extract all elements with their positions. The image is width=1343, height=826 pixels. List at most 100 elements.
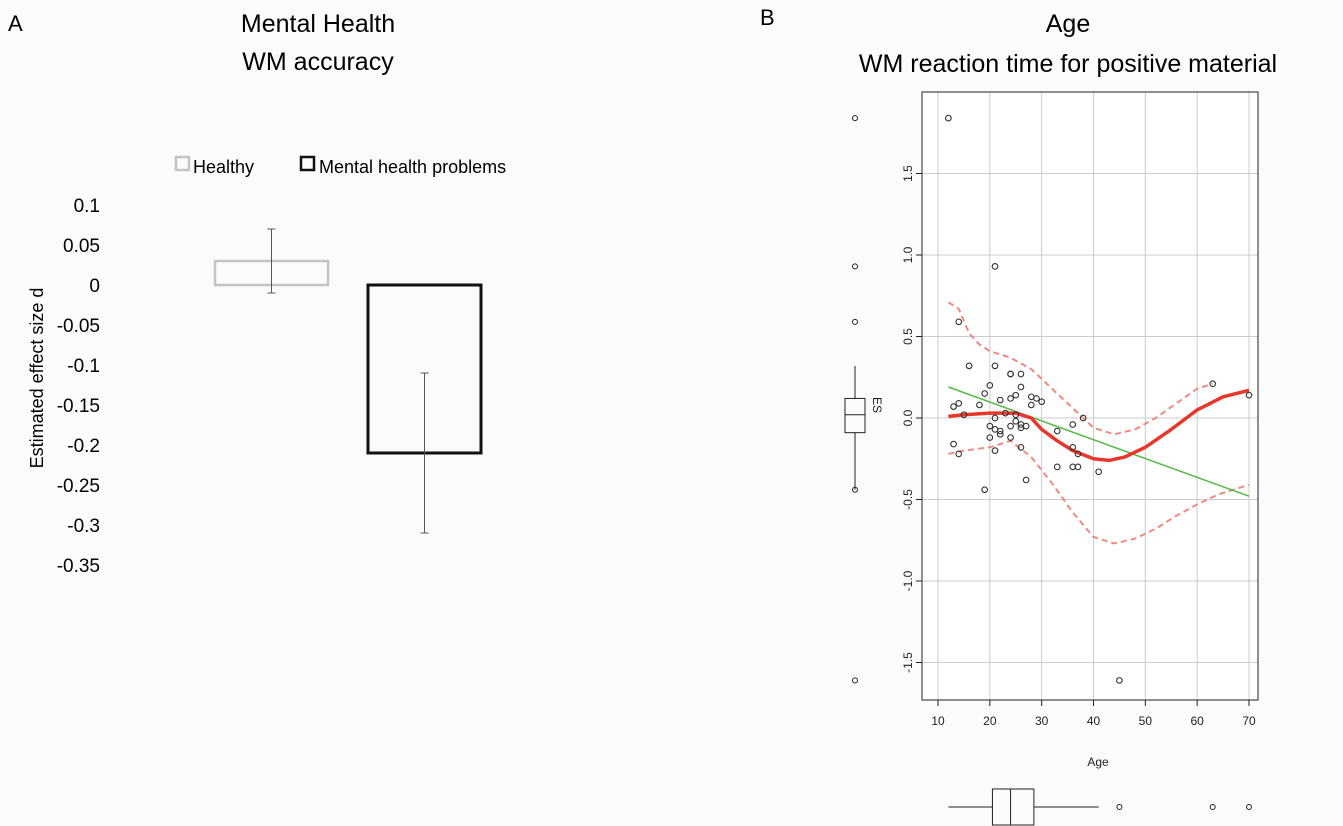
y-tick-label: -0.05 — [57, 316, 100, 337]
y-tick-label: -1.0 — [901, 570, 915, 591]
data-point — [1069, 443, 1077, 451]
data-point — [1002, 409, 1009, 417]
data-point — [1007, 422, 1014, 430]
data-point — [1116, 677, 1123, 684]
y-tick-label: 0.05 — [63, 236, 100, 257]
data-point — [1017, 383, 1025, 391]
data-point — [996, 430, 1004, 438]
data-point — [1027, 401, 1035, 409]
data-point — [1022, 476, 1030, 484]
data-point — [1053, 427, 1061, 435]
y-tick-label: -0.3 — [67, 516, 100, 537]
data-point — [996, 396, 1004, 404]
x-tick-label: 70 — [1242, 714, 1256, 728]
x-tick-label: 40 — [1087, 714, 1101, 728]
chart-b-xlabel: Age — [1087, 755, 1109, 769]
data-point — [991, 362, 999, 370]
data-point — [1007, 395, 1014, 402]
data-point — [976, 401, 983, 409]
data-point — [1012, 417, 1020, 425]
data-point — [1074, 450, 1082, 458]
boxplot-x-outlier — [1209, 804, 1216, 810]
data-point — [1033, 395, 1040, 402]
x-tick-label: 10 — [931, 714, 945, 728]
data-point — [1017, 370, 1025, 378]
data-point — [1038, 398, 1046, 406]
y-tick-label: -0.25 — [57, 476, 100, 497]
chart-a-title-line2: WM accuracy — [242, 48, 394, 76]
data-point — [991, 447, 999, 454]
boxplot-y-outlier — [852, 318, 858, 325]
x-tick-label: 30 — [1035, 714, 1049, 728]
data-point — [950, 403, 957, 410]
chart-b-plot: -1.5 -1.0 -0.5 0.0 0.5 1.0 1.5 10 20 30 40 50 60 70 — [844, 91, 1259, 826]
data-point — [955, 450, 963, 458]
data-point — [1069, 421, 1077, 428]
chart-a-plot: 0.1 0.05 0 -0.05 -0.1 -0.15 -0.2 -0.25 -0.3 -0.35 — [57, 196, 483, 577]
boxplot-x-box — [991, 788, 1035, 826]
data-point — [960, 411, 968, 419]
y-tick-label: -0.2 — [67, 436, 100, 457]
legend-label-mental: Mental health problems — [319, 157, 506, 177]
y-tick-label: 0 — [89, 276, 100, 297]
boxplot-y-box — [844, 397, 866, 434]
data-point — [1053, 463, 1061, 471]
panel-b-label: B — [760, 5, 775, 30]
chart-a-legend: Healthy Mental health problems — [174, 155, 506, 177]
data-point — [1095, 468, 1103, 476]
chart-a-ylabel: Estimated effect size d — [27, 288, 47, 469]
data-point — [955, 318, 963, 326]
confidence-band-upper — [947, 301, 1214, 436]
x-tick-label: 20 — [983, 714, 997, 728]
data-point — [991, 263, 999, 270]
boxplot-y-outlier — [852, 486, 858, 493]
data-point — [986, 382, 994, 389]
confidence-band-lower — [948, 439, 1250, 545]
data-point — [991, 414, 999, 422]
chart-a-title-line1: Mental Health — [241, 10, 395, 38]
data-point — [955, 399, 963, 407]
data-point — [986, 434, 994, 441]
y-tick-label: 1.0 — [901, 246, 915, 263]
boxplot-x-outlier — [1116, 804, 1123, 810]
y-tick-label: 0.5 — [901, 328, 915, 345]
data-point — [996, 427, 1004, 435]
data-point — [1245, 391, 1253, 399]
y-tick-label: -0.1 — [67, 356, 100, 377]
chart-b-title-line2: WM reaction time for positive material — [859, 50, 1277, 78]
linear-fit-line — [948, 386, 1250, 497]
data-point — [981, 486, 989, 494]
data-point — [1022, 422, 1030, 430]
y-tick-label: -0.15 — [57, 396, 100, 417]
y-tick-label: -0.35 — [57, 556, 100, 577]
legend-swatch-healthy — [174, 155, 191, 172]
y-tick-label: 0.0 — [901, 409, 915, 426]
boxplot-y-outlier — [852, 263, 858, 270]
data-point — [1079, 414, 1087, 422]
data-point — [1007, 370, 1014, 378]
boxplot-y-outlier — [852, 115, 858, 122]
y-tick-label: 0.1 — [74, 196, 100, 217]
x-tick-label: 50 — [1139, 714, 1153, 728]
data-point — [1012, 411, 1020, 419]
data-point — [1012, 391, 1020, 399]
data-point — [950, 440, 957, 448]
data-point — [1074, 463, 1082, 471]
y-tick-label: -1.5 — [901, 652, 915, 673]
data-point — [986, 422, 994, 430]
data-point — [945, 114, 952, 122]
x-tick-label: 60 — [1190, 714, 1204, 728]
legend-swatch-mental — [299, 155, 316, 172]
panel-a-label: A — [8, 11, 23, 36]
chart-b-title-line1: Age — [1046, 10, 1090, 38]
y-tick-label: -0.5 — [901, 489, 915, 510]
plot-frame — [921, 91, 1259, 701]
boxplot-y-outlier — [852, 677, 858, 684]
y-tick-label: 1.5 — [901, 165, 915, 182]
legend-label-healthy: Healthy — [193, 157, 254, 177]
boxplot-x-outlier — [1246, 804, 1252, 810]
data-point — [1017, 443, 1025, 451]
plot-area — [922, 92, 1258, 700]
data-point — [1209, 380, 1217, 388]
